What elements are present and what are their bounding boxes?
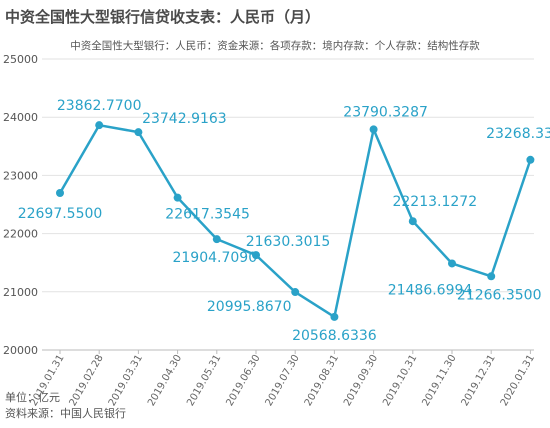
- y-tick-label: 22000: [3, 228, 38, 241]
- x-tick-label: 2019.10.31: [381, 353, 419, 408]
- data-point: [252, 251, 260, 260]
- x-tick-label: 2019.08.31: [303, 353, 341, 408]
- data-label: 23790.3287: [343, 104, 428, 120]
- data-label: 21630.3015: [246, 234, 331, 250]
- x-tick-label: 2019.11.30: [420, 353, 458, 408]
- data-point: [526, 155, 535, 164]
- data-label: 21266.3500: [457, 287, 542, 303]
- data-point: [448, 259, 456, 268]
- x-tick-label: 2019.12.31: [460, 353, 498, 408]
- x-tick-label: 2019.07.30: [264, 353, 302, 408]
- data-point: [56, 189, 64, 198]
- y-tick-label: 20000: [3, 344, 38, 357]
- data-label: 23742.9163: [142, 111, 227, 127]
- data-point: [212, 235, 221, 244]
- source-note: 资料来源：中国人民银行: [5, 407, 126, 420]
- x-tick-label: 2019.02.28: [68, 353, 106, 408]
- data-label: 23862.7700: [57, 98, 142, 114]
- data-label: 22617.3545: [165, 207, 250, 223]
- data-point: [291, 288, 300, 297]
- x-axis-ticks: 2019.01.31 2019.02.28 2019.03.31 2019.04.30…: [28, 350, 537, 408]
- x-tick-label: 2019.09.30: [342, 353, 380, 408]
- data-label: 22697.5500: [18, 206, 103, 222]
- y-axis-ticks: 20000 21000 22000 23000 24000 25000: [3, 53, 38, 357]
- x-tick-label: 2019.03.31: [107, 353, 145, 408]
- y-tick-label: 24000: [3, 111, 38, 124]
- data-points: [56, 121, 535, 321]
- data-point: [408, 217, 417, 226]
- x-tick-label: 2019.04.30: [146, 353, 184, 408]
- data-point: [134, 128, 143, 137]
- chart-title: 中资全国性大型银行信贷收支表：人民币（月）: [5, 8, 321, 26]
- x-tick-label: 2020.01.31: [499, 353, 537, 408]
- x-tick-label: 2019.05.31: [185, 353, 223, 408]
- y-tick-label: 23000: [3, 169, 38, 182]
- unit-note: 单位：亿元: [5, 391, 60, 404]
- y-tick-label: 21000: [3, 286, 38, 299]
- legend-label: 中资全国性大型银行：人民币：资金来源：各项存款：境内存款：个人存款：结构性存款: [70, 40, 480, 52]
- data-label: 20568.6336: [292, 328, 377, 344]
- data-label: 21904.7090: [172, 250, 257, 266]
- data-point: [330, 312, 339, 321]
- data-point: [95, 121, 104, 130]
- data-point: [369, 125, 378, 134]
- y-tick-label: 25000: [3, 53, 38, 66]
- x-tick-label: 2019.06.30: [224, 353, 262, 408]
- data-point: [487, 272, 496, 281]
- data-label: 23268.3300: [486, 126, 550, 142]
- data-label: 22213.1272: [392, 194, 477, 210]
- data-label: 21486.6994: [388, 282, 473, 298]
- data-point: [173, 193, 182, 202]
- data-label: 20995.8670: [207, 299, 292, 315]
